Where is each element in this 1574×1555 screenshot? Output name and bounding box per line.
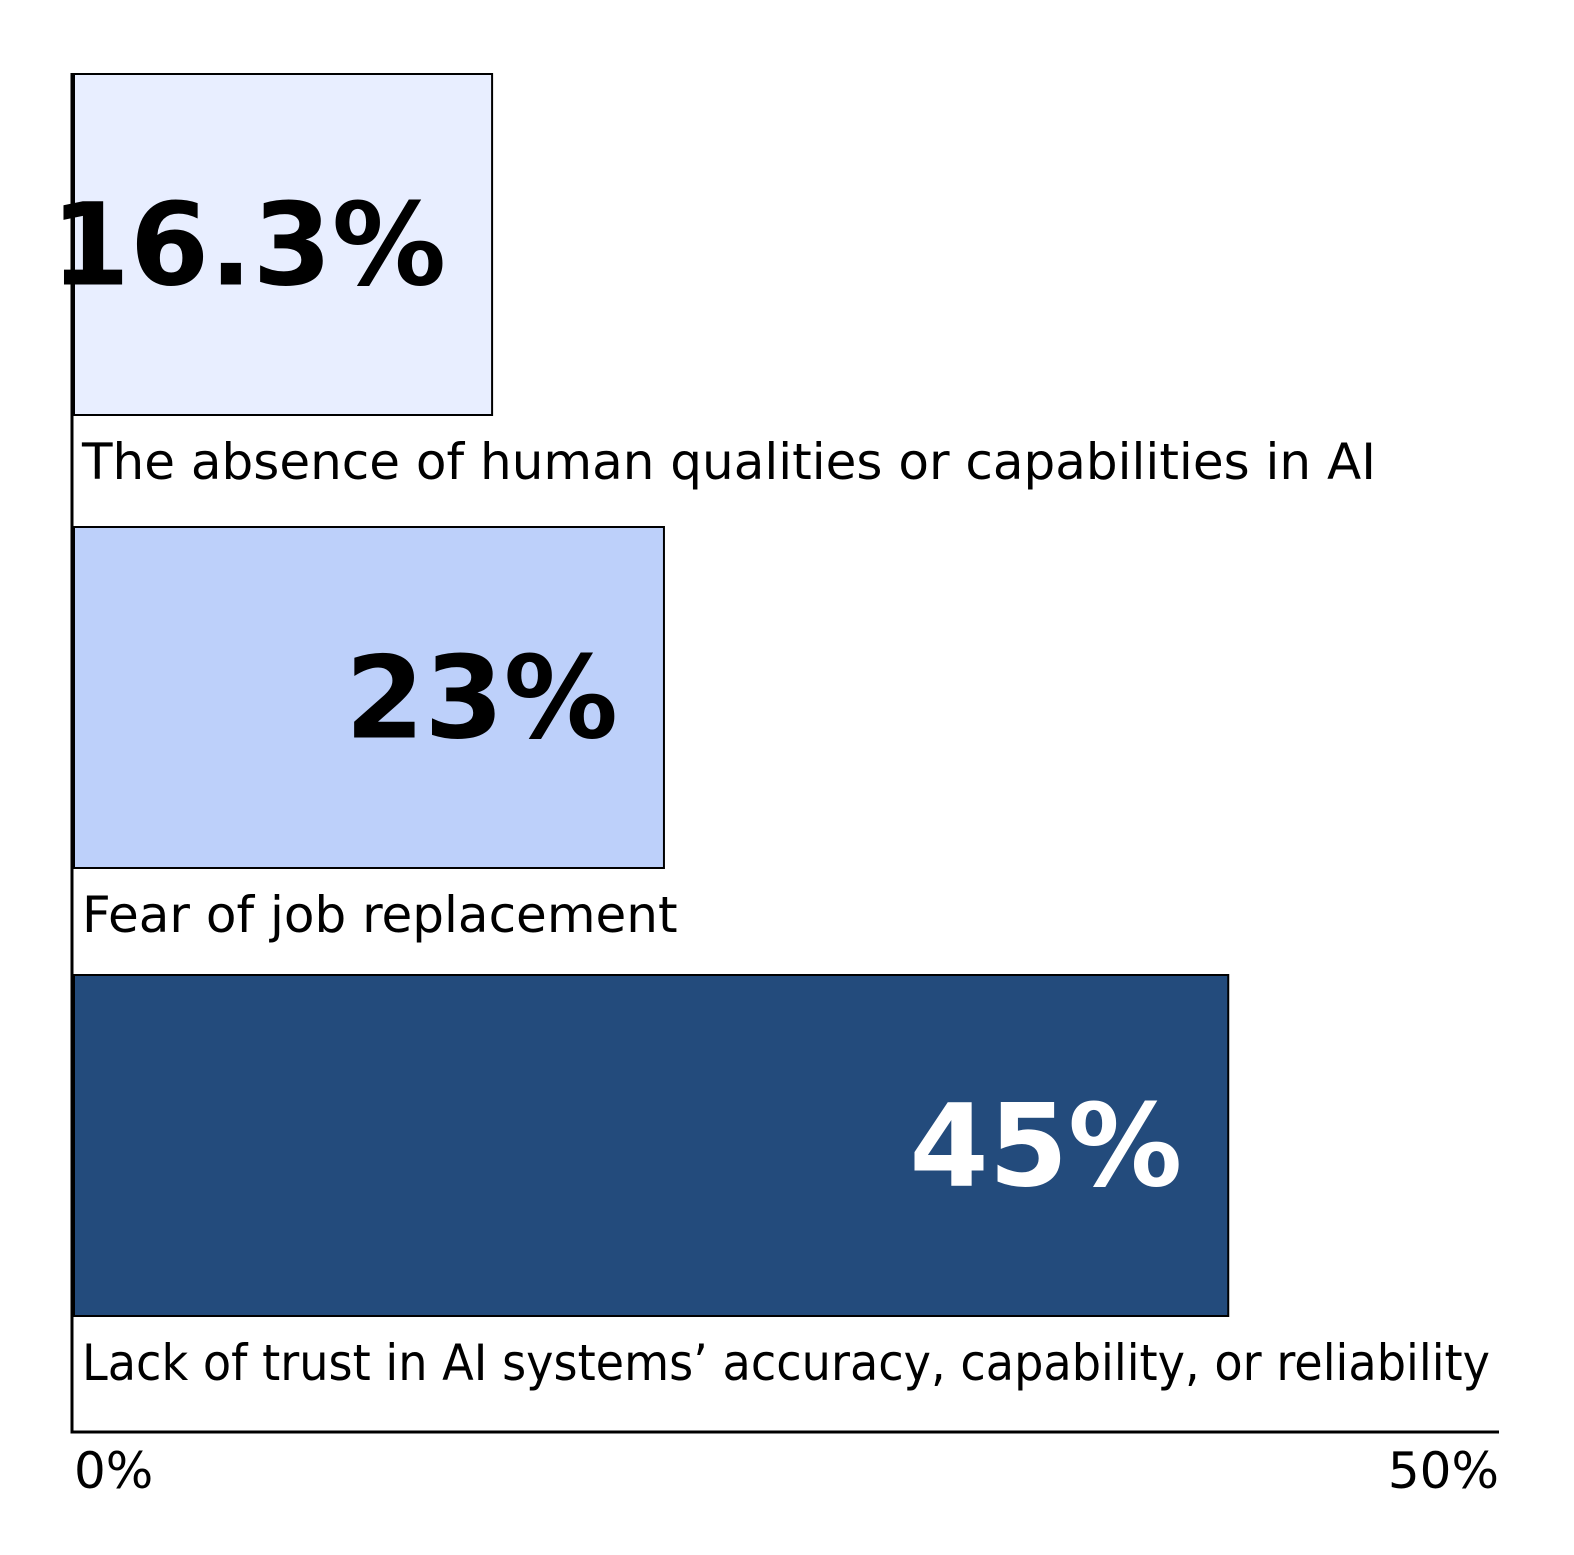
bar-value-label-2: 23% bbox=[345, 632, 618, 765]
bar-1 bbox=[73, 73, 494, 416]
category-label-1: The absence of human qualities or capabi… bbox=[81, 433, 1376, 491]
x-tick-label-max: 50% bbox=[1388, 1442, 1499, 1500]
bar-2 bbox=[73, 526, 665, 869]
category-label-3: Lack of trust in AI systems’ accuracy, c… bbox=[82, 1334, 1490, 1392]
bar-3 bbox=[73, 974, 1230, 1317]
x-tick-label-min: 0% bbox=[74, 1442, 153, 1500]
bar-value-label-1: 16.3% bbox=[51, 179, 447, 312]
category-label-2: Fear of job replacement bbox=[82, 886, 678, 944]
bar-value-label-3: 45% bbox=[909, 1080, 1182, 1213]
axes-group: 0% 50% bbox=[70, 73, 1499, 1500]
bars-group: 16.3% The absence of human qualities or c… bbox=[51, 73, 1490, 1392]
